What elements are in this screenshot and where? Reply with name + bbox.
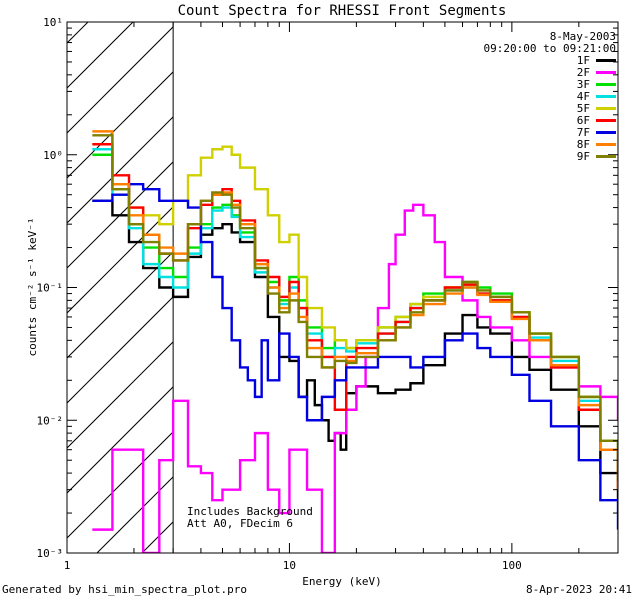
legend-entry-6F: 6F <box>484 113 616 127</box>
legend-entry-4F: 4F <box>484 89 616 103</box>
chart-title: Count Spectra for RHESSI Front Segments <box>178 3 507 19</box>
legend-swatch <box>596 130 616 134</box>
footer-timestamp: 8-Apr-2023 20:41 <box>526 583 632 596</box>
series-3F <box>92 153 618 474</box>
legend-swatch <box>596 82 616 86</box>
legend-entry-5F: 5F <box>484 101 616 115</box>
legend-label: 8F <box>576 137 590 151</box>
x-axis-label: Energy (keV) <box>302 575 381 588</box>
legend-label: 7F <box>576 125 590 139</box>
legend-entry-1F: 1F <box>484 53 616 67</box>
legend-swatch <box>596 118 616 122</box>
axis-ticks: 1 10 100 10⁻³ 10⁻² 10⁻¹ 10⁰ 10¹ <box>37 16 619 572</box>
legend-entry-2F: 2F <box>484 65 616 79</box>
y-tick-label: 10¹ <box>43 16 63 29</box>
hatch-line <box>67 431 174 539</box>
legend-swatch <box>596 58 616 62</box>
legend-entry-8F: 8F <box>484 137 616 151</box>
y-tick-label: 10⁻¹ <box>37 282 64 295</box>
legend-swatch <box>596 106 616 110</box>
annotation-background: Includes Background <box>187 505 313 518</box>
series-2F <box>92 203 618 553</box>
series-group <box>92 130 618 553</box>
legend-label: 5F <box>576 101 590 115</box>
legend-label: 1F <box>576 53 590 67</box>
hatch-line <box>67 251 174 359</box>
x-tick-label: 10 <box>283 559 296 572</box>
legend-swatch <box>596 142 616 146</box>
annotation-attenuator: Att A0, FDecim 6 <box>187 517 293 530</box>
legend-entry-7F: 7F <box>484 125 616 139</box>
legend-swatch <box>596 70 616 74</box>
hatch-line <box>67 386 174 494</box>
series-6F <box>92 143 618 490</box>
x-tick-label: 1 <box>64 559 71 572</box>
hatch-line <box>67 22 134 89</box>
series-9F <box>92 134 618 481</box>
hatch-line <box>67 341 174 449</box>
legend-entry-3F: 3F <box>484 77 616 91</box>
hatch-line <box>67 71 174 179</box>
y-tick-label: 10⁻² <box>37 414 64 427</box>
y-tick-label: 10⁻³ <box>37 547 64 560</box>
y-axis-label: counts cm⁻² s⁻¹ keV⁻¹ <box>26 217 39 356</box>
series-4F <box>92 148 618 481</box>
legend-label: 6F <box>576 113 590 127</box>
hatch-line <box>0 0 112 553</box>
hatch-line <box>67 26 174 134</box>
hatch-line <box>67 22 89 44</box>
legend-label: 3F <box>576 77 590 91</box>
hatch-line <box>67 161 174 269</box>
hatch-line <box>67 206 174 314</box>
legend-entry-9F: 9F <box>484 149 616 163</box>
legend: 8-May-2003 09:20:00 to 09:21:00 1F 2F 3F 4F… <box>483 29 616 163</box>
series-8F <box>92 130 618 490</box>
legend-swatch <box>596 154 616 158</box>
series-5F <box>92 143 618 474</box>
x-tick-label: 100 <box>502 559 522 572</box>
legend-swatch <box>596 94 616 98</box>
series-7F <box>92 183 618 530</box>
legend-time-range: 09:20:00 to 09:21:00 <box>483 41 616 55</box>
legend-label: 2F <box>576 65 590 79</box>
legend-date: 8-May-2003 <box>549 29 616 43</box>
generated-by: Generated by hsi_min_spectra_plot.pro <box>2 583 248 596</box>
legend-label: 9F <box>576 149 590 163</box>
legend-label: 4F <box>576 89 590 103</box>
y-tick-label: 10⁰ <box>43 149 63 162</box>
